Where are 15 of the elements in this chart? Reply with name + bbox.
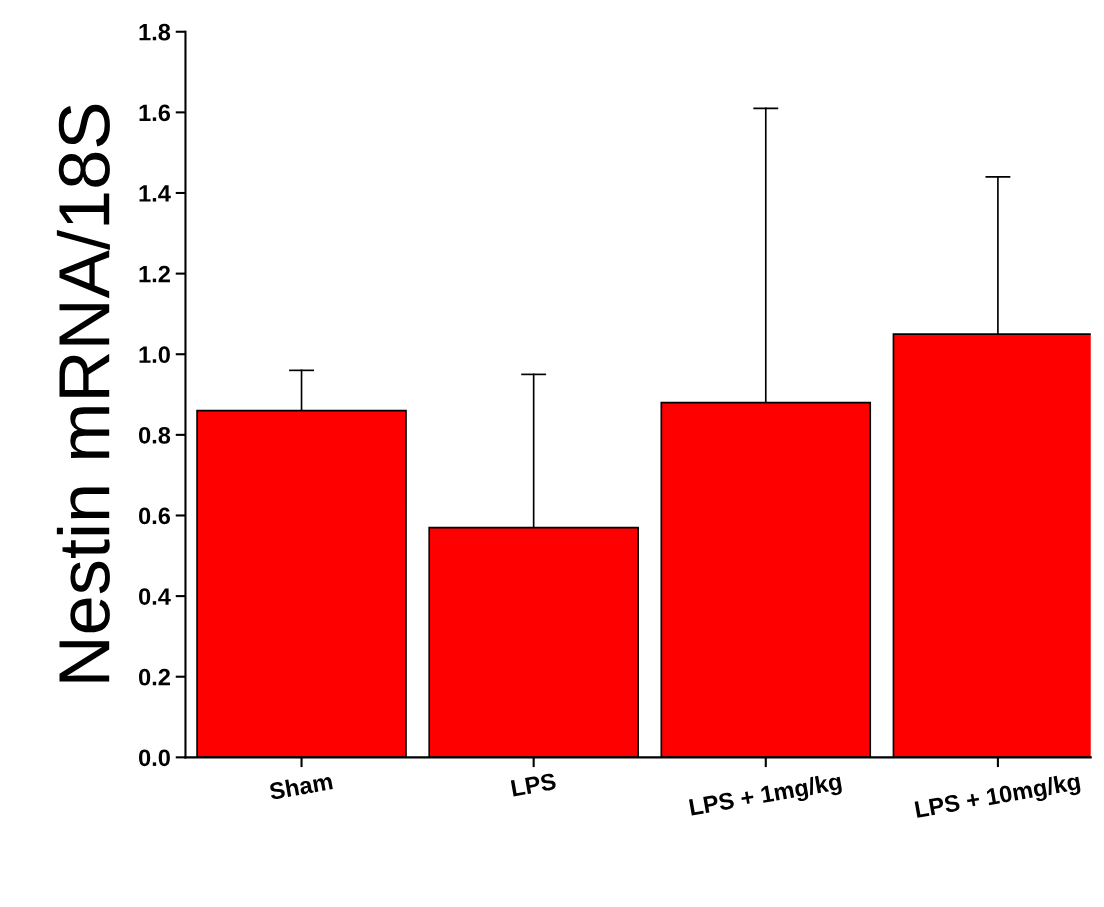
y-tick-label: 1.6 bbox=[139, 104, 171, 122]
y-tick-label: 0.4 bbox=[139, 588, 171, 605]
y-tick-label: 0.2 bbox=[139, 668, 170, 686]
y-tick-label: 0.8 bbox=[139, 426, 171, 444]
y-tick-label: 0.0 bbox=[139, 749, 170, 767]
x-tick-label: LPS bbox=[510, 772, 557, 797]
x-tick-label: LPS + 1mg/kg bbox=[688, 772, 843, 821]
x-tick-label: Sham bbox=[268, 772, 333, 801]
y-tick-label: 0.6 bbox=[139, 507, 171, 525]
y-tick-label: 1.0 bbox=[139, 346, 170, 364]
y-tick-label: 1.4 bbox=[139, 185, 171, 202]
x-tick-label: LPS + 10mg/kg bbox=[914, 772, 1082, 823]
y-tick-label: 1.2 bbox=[139, 265, 170, 283]
y-tick-label: 1.8 bbox=[139, 23, 171, 41]
y-axis-title: Nestin mRNA/18S bbox=[56, 104, 110, 682]
